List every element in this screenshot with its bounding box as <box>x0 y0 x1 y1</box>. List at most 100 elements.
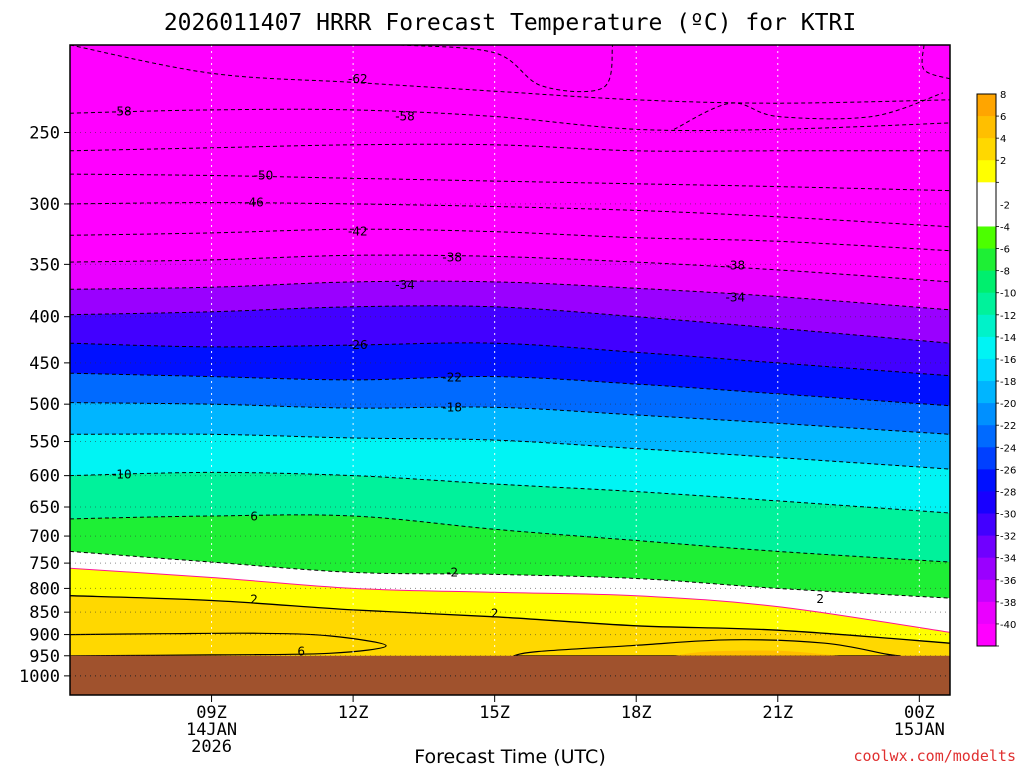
contour-label: -18 <box>442 400 462 414</box>
isotherm--58 <box>70 108 950 132</box>
y-axis-ticks: 250 300 350 400 450 500 550 600 650 700 750 800 850 9… <box>19 123 70 687</box>
y-tick-label: 400 <box>29 308 60 328</box>
colorbar-swatch <box>977 579 996 603</box>
warm-pocket-6c <box>674 650 840 656</box>
colorbar-swatch <box>977 160 996 183</box>
y-tick-label: 900 <box>29 626 60 646</box>
colorbar-label: -16 <box>1000 355 1016 366</box>
isotherm-2 <box>70 595 950 644</box>
contour-label: -22 <box>442 370 462 384</box>
colorbar-label: 4 <box>1000 134 1006 145</box>
colorbar-label: -32 <box>1000 532 1016 543</box>
colorbar-swatch <box>977 94 996 117</box>
colorbar-swatch <box>977 425 996 448</box>
colorbar-label: -36 <box>1000 576 1016 587</box>
contour-label: -42 <box>348 225 368 239</box>
colorbar-label: -38 <box>1000 598 1016 609</box>
plot-frame <box>69 44 951 696</box>
colorbar-swatch <box>977 182 996 205</box>
credit-text: coolwx.com/modelts <box>853 747 1016 765</box>
plot-area: -62-58 -58-50-46-42-38-38-34-34-26-22-18-… <box>70 45 950 695</box>
isotherm--18 <box>70 402 950 435</box>
colorbar-label: -26 <box>1000 465 1016 476</box>
colorbar-swatch <box>977 292 996 316</box>
contour-label: 2 <box>250 593 258 607</box>
isotherm--10 <box>70 471 950 514</box>
colorbar-swatch <box>977 358 996 382</box>
temperature-bands <box>70 45 950 695</box>
isotherm--46 <box>70 202 950 228</box>
isotherm--62 <box>70 45 950 104</box>
y-tick-label: 1000 <box>19 667 60 687</box>
colorbar-swatch <box>977 116 996 139</box>
colorbar-label: -2 <box>1000 200 1010 211</box>
y-tick-label: 850 <box>29 603 60 623</box>
colorbar-swatch <box>977 491 996 514</box>
chart-title: 2026011407 HRRR Forecast Temperature (ºC… <box>164 10 856 36</box>
contour-label: 6 <box>297 645 305 659</box>
y-tick-label: 550 <box>29 433 60 453</box>
isotherm--26 <box>70 342 950 377</box>
x-axis-label: Forecast Time (UTC) <box>414 746 605 768</box>
x-tick-label: 2026 <box>191 737 232 757</box>
colorbar-label: -18 <box>1000 377 1016 388</box>
colorbar-label: -4 <box>1000 222 1010 233</box>
y-tick-label: 300 <box>29 195 60 215</box>
colorbar-swatch <box>977 248 996 272</box>
y-tick-label: 350 <box>29 255 60 275</box>
isotherm--54 <box>70 143 950 152</box>
contour-labels: -62-58 -58-50-46-42-38-38-34-34-26-22-18-… <box>112 72 824 659</box>
isotherm--34 <box>70 280 950 311</box>
y-tick-label: 250 <box>29 123 60 143</box>
colorbar-label: 6 <box>1000 112 1006 123</box>
contour-label: -26 <box>348 338 368 352</box>
colorbar-label: -22 <box>1000 421 1016 432</box>
warm-pocket-4c <box>513 639 901 657</box>
colorbar-label: -20 <box>1000 399 1016 410</box>
y-tick-label: 600 <box>29 467 60 487</box>
x-tick-label: 00Z <box>904 703 935 723</box>
isotherm--6 <box>70 514 950 563</box>
colorbar-label: -14 <box>1000 333 1016 344</box>
y-tick-label: 450 <box>29 354 60 374</box>
colorbar-swatch <box>977 447 996 470</box>
y-tick-label: 950 <box>29 647 60 667</box>
vertical-gridlines <box>211 45 920 695</box>
isotherm-upper <box>400 45 614 93</box>
isotherm-upper <box>673 92 944 130</box>
x-tick-label: 09Z <box>196 703 227 723</box>
colorbar-label: -28 <box>1000 487 1016 498</box>
contour-label: -38 <box>726 258 746 272</box>
isotherm--30 <box>70 305 950 344</box>
colorbar-swatch <box>977 557 996 581</box>
isotherm--38 <box>70 254 950 283</box>
colorbar-label: 2 <box>1000 156 1006 167</box>
contour-label: -50 <box>254 168 274 182</box>
colorbar-label: 8 <box>1000 90 1006 101</box>
isotherm-0 <box>70 567 950 633</box>
colorbar-legend: 8 6 4 2 -2 -4 -6 -8 -10 -12 -14 -16 -18 -20 -22 -24 -26 -… <box>976 90 1016 647</box>
y-tick-label: 800 <box>29 579 60 599</box>
colorbar-label: -10 <box>1000 289 1016 300</box>
contour-label: -58 <box>395 109 415 123</box>
contour-label: -62 <box>348 72 368 86</box>
x-tick-label: 15JAN <box>894 720 945 740</box>
colorbar-swatch <box>977 204 996 227</box>
warm-pocket-4c <box>70 632 387 657</box>
contour-label: -58 <box>112 105 132 119</box>
colorbar-swatch <box>977 469 996 492</box>
colorbar-swatch <box>977 535 996 559</box>
colorbar-label: -8 <box>1000 267 1010 278</box>
colorbar-swatch <box>977 336 996 360</box>
contour-label: -10 <box>112 467 132 481</box>
isotherm--42 <box>70 228 950 252</box>
colorbar-swatch <box>977 138 996 161</box>
isotherm--14 <box>70 433 950 470</box>
colorbar-label: -30 <box>1000 510 1016 521</box>
isotherm-contours <box>70 45 950 644</box>
y-tick-label: 750 <box>29 554 60 574</box>
isotherm--50 <box>70 173 950 192</box>
colorbar-label: -12 <box>1000 311 1016 322</box>
